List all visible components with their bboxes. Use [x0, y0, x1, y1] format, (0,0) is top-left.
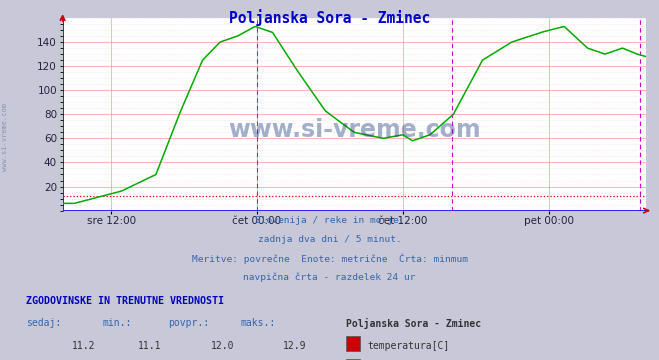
Text: 11.2: 11.2 — [72, 341, 96, 351]
Text: 12.9: 12.9 — [283, 341, 306, 351]
Text: maks.:: maks.: — [241, 318, 275, 328]
Text: povpr.:: povpr.: — [168, 318, 209, 328]
Text: Meritve: povrečne  Enote: metrične  Črta: minmum: Meritve: povrečne Enote: metrične Črta: … — [192, 253, 467, 264]
Text: sedaj:: sedaj: — [26, 318, 61, 328]
Text: 11.1: 11.1 — [138, 341, 161, 351]
Text: ZGODOVINSKE IN TRENUTNE VREDNOSTI: ZGODOVINSKE IN TRENUTNE VREDNOSTI — [26, 296, 224, 306]
Text: temperatura[C]: temperatura[C] — [367, 341, 449, 351]
Text: Poljanska Sora - Zminec: Poljanska Sora - Zminec — [229, 9, 430, 26]
Text: navpična črta - razdelek 24 ur: navpična črta - razdelek 24 ur — [243, 272, 416, 282]
Text: min.:: min.: — [102, 318, 132, 328]
Text: Poljanska Sora - Zminec: Poljanska Sora - Zminec — [346, 318, 481, 329]
Text: www.si-vreme.com: www.si-vreme.com — [2, 103, 9, 171]
Text: www.si-vreme.com: www.si-vreme.com — [228, 118, 480, 142]
Text: zadnja dva dni / 5 minut.: zadnja dva dni / 5 minut. — [258, 235, 401, 244]
Text: Slovenija / reke in morje.: Slovenija / reke in morje. — [255, 216, 404, 225]
Text: 12.0: 12.0 — [210, 341, 234, 351]
